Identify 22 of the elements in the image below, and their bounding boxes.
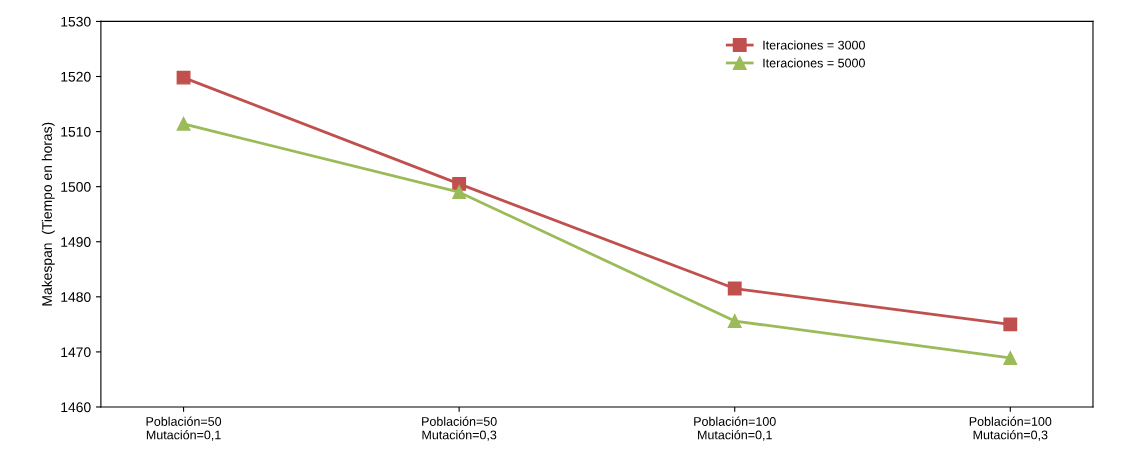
y-tick-label: 1530 xyxy=(61,16,91,27)
point xyxy=(176,116,191,131)
y-tick-label: 1510 xyxy=(61,126,91,137)
y-tick-label: 1460 xyxy=(61,402,91,413)
point xyxy=(1003,351,1018,365)
point xyxy=(452,185,467,200)
x-tick-label: Población=100 Mutación=0,3 xyxy=(969,416,1052,441)
legend-label: Iteraciones = 3000 xyxy=(763,40,865,50)
point xyxy=(1003,317,1018,332)
y-tick-label: 1500 xyxy=(61,181,91,192)
y-tick-label: 1470 xyxy=(61,347,91,358)
y-tick-label: 1520 xyxy=(61,71,91,82)
x-tick-label: Población=50 Mutación=0,1 xyxy=(146,416,222,441)
point xyxy=(727,314,742,329)
y-tick-label: 1490 xyxy=(61,237,91,247)
y-axis-title: Makespan (Tiempo en horas) xyxy=(41,122,55,306)
x-tick-label: Población=100 Mutación=0,1 xyxy=(694,416,776,441)
point xyxy=(176,70,191,85)
point xyxy=(727,281,742,296)
y-tick-label: 1480 xyxy=(61,292,91,302)
x-tick-label: Población=50 Mutación=0,3 xyxy=(422,416,497,441)
legend-label: Iteraciones = 5000 xyxy=(763,58,865,68)
